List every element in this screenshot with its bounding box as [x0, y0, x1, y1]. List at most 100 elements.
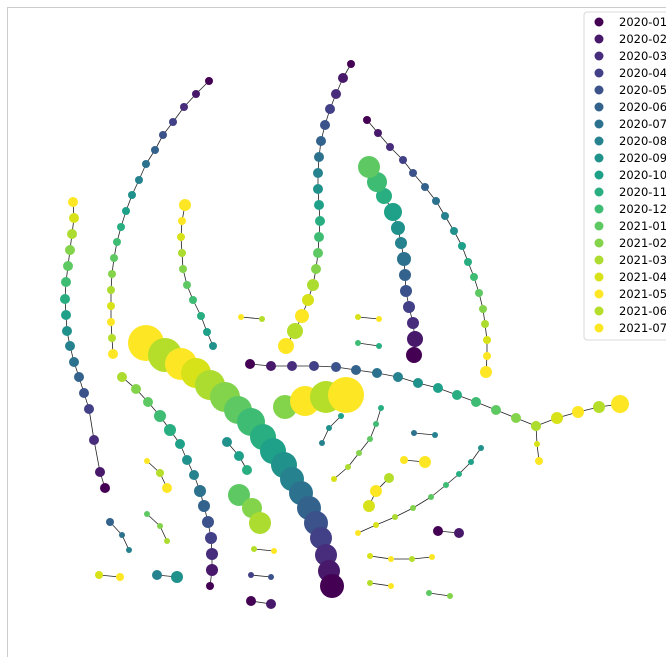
data-point [205, 532, 217, 544]
legend-marker [594, 119, 604, 129]
chain-link [369, 555, 392, 560]
data-point [107, 302, 115, 310]
legend-box [583, 11, 666, 341]
data-point [316, 136, 326, 146]
data-point [326, 425, 332, 431]
data-point [62, 326, 72, 336]
data-point [61, 310, 71, 320]
data-point [238, 314, 244, 320]
legend-label: 2021-02 [619, 236, 666, 250]
data-point [313, 184, 323, 194]
data-point [456, 471, 462, 477]
data-point [189, 296, 197, 304]
legend-label: 2020-01 [619, 15, 666, 29]
data-point [266, 361, 276, 371]
data-point [531, 421, 541, 431]
data-point [171, 571, 183, 583]
data-point [372, 368, 382, 378]
data-point [154, 410, 166, 422]
data-point [63, 261, 73, 271]
legend-marker [594, 187, 604, 197]
data-point [403, 301, 415, 313]
legend-label: 2020-11 [619, 185, 666, 199]
chain-link [357, 316, 380, 320]
data-point [399, 156, 407, 164]
data-point [242, 465, 252, 475]
data-point [429, 554, 435, 560]
data-point [206, 582, 214, 590]
data-point [151, 146, 159, 154]
data-point [107, 286, 115, 294]
legend: 2020-01 2020-02 2020-03 2020-04 2020-05 2020-… [583, 11, 666, 341]
data-point [384, 473, 394, 483]
data-point [74, 372, 84, 382]
legend-marker [594, 51, 604, 61]
data-point [108, 349, 118, 359]
plot-frame [7, 7, 666, 657]
legend-label: 2020-06 [619, 100, 666, 114]
data-point [278, 338, 294, 354]
data-point [106, 518, 114, 526]
data-point [313, 248, 323, 258]
data-point [432, 197, 440, 205]
data-point [271, 548, 277, 554]
chain-link [428, 592, 451, 597]
legend-marker [594, 323, 604, 333]
data-point [411, 430, 417, 436]
data-point [182, 455, 192, 465]
data-point [393, 372, 403, 382]
data-point [320, 120, 330, 130]
data-point [95, 571, 103, 579]
legend-label: 2020-10 [619, 168, 666, 182]
data-point [397, 252, 411, 266]
data-point [113, 238, 121, 246]
data-point [426, 590, 432, 596]
data-point [245, 359, 255, 369]
data-point [593, 401, 605, 413]
data-point [178, 217, 186, 225]
data-point [491, 405, 501, 415]
data-point [511, 413, 521, 423]
data-point [108, 270, 116, 278]
data-point [432, 432, 438, 438]
data-point [209, 342, 217, 350]
chain-link [412, 496, 432, 509]
data-point [169, 118, 177, 126]
data-point [470, 273, 478, 281]
data-point [222, 437, 232, 447]
legend-marker [594, 272, 604, 282]
data-point [407, 331, 423, 347]
data-point [162, 483, 172, 493]
legend-label: 2021-05 [619, 287, 666, 301]
data-point [464, 258, 472, 266]
data-point [89, 435, 99, 445]
chain-link [430, 484, 447, 498]
data-point [110, 254, 118, 262]
data-point [443, 482, 449, 488]
data-point [287, 323, 303, 339]
data-point [135, 176, 143, 184]
chain-link [333, 466, 349, 480]
legend-label: 2020-12 [619, 202, 666, 216]
data-point [376, 316, 382, 322]
legend-marker [594, 34, 604, 44]
data-point [392, 514, 398, 520]
chain-link [93, 439, 101, 473]
data-point [69, 213, 79, 223]
data-point [183, 281, 191, 289]
data-point [61, 277, 71, 287]
data-point [68, 197, 78, 207]
data-point [142, 160, 150, 168]
legend-label: 2020-07 [619, 117, 666, 131]
data-point [108, 334, 116, 342]
data-point [419, 456, 431, 468]
data-point [433, 383, 443, 393]
legend-marker [594, 17, 604, 27]
data-point [117, 223, 125, 231]
legend-label: 2020-03 [619, 49, 666, 63]
legend-marker [594, 204, 604, 214]
data-point [157, 523, 163, 529]
data-point [205, 77, 213, 85]
data-point [370, 485, 382, 497]
